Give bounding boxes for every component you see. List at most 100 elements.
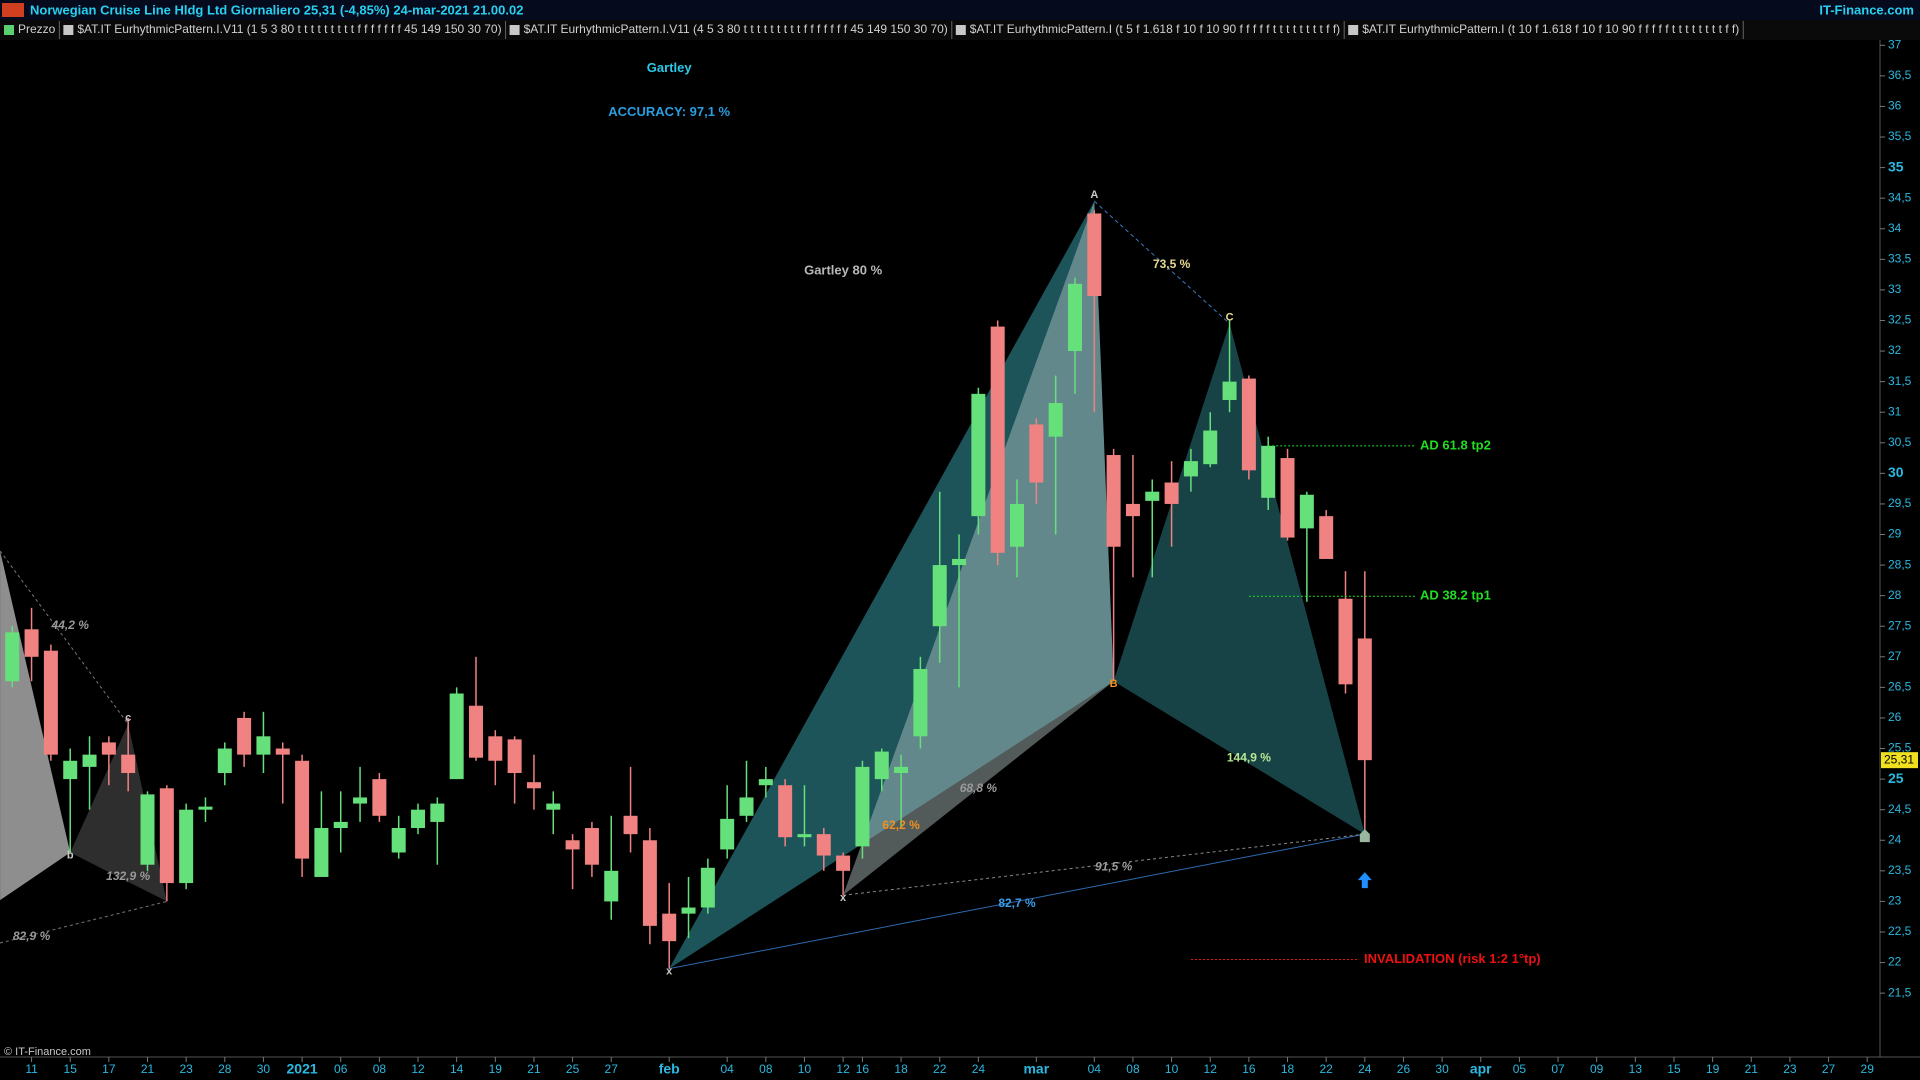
annotation: 68,8 % xyxy=(960,781,998,795)
candle-body xyxy=(604,870,619,902)
legend-item: $AT.IT EurhythmicPattern.I.V11 (1 5 3 80… xyxy=(77,22,501,36)
annotation: 73,5 % xyxy=(1153,257,1191,271)
candle-body xyxy=(584,828,599,865)
legend-item: $AT.IT EurhythmicPattern.I (t 5 f 1.618 … xyxy=(970,22,1340,36)
candle-body xyxy=(894,766,909,773)
candle-body xyxy=(217,748,232,773)
candle-body xyxy=(256,736,271,755)
y-tick-label: 33 xyxy=(1888,282,1902,296)
candle-body xyxy=(179,809,194,884)
annotation: Gartley xyxy=(647,60,693,75)
legend: Prezzo $AT.IT EurhythmicPattern.I.V11 (1 … xyxy=(4,21,1744,39)
candle-body xyxy=(198,806,213,810)
candle-body xyxy=(333,821,348,829)
candle-body xyxy=(507,739,522,773)
candle-body xyxy=(816,834,831,856)
annotation: 132,9 % xyxy=(106,869,150,883)
x-tick-label: 22 xyxy=(933,1062,947,1076)
level-label: AD 38.2 tp1 xyxy=(1420,588,1491,603)
x-tick-label: 04 xyxy=(720,1062,734,1076)
last-price-tag xyxy=(1881,752,1918,769)
candle-body xyxy=(700,867,715,908)
candle-body xyxy=(314,828,329,877)
candle-body xyxy=(1319,516,1334,559)
legend-swatch xyxy=(63,25,74,35)
y-tick-label: 31,5 xyxy=(1888,374,1912,388)
x-tick-label: 16 xyxy=(1242,1062,1256,1076)
candle-body xyxy=(971,393,986,517)
candle-body xyxy=(1357,638,1372,761)
y-tick-label: 26 xyxy=(1888,710,1902,724)
candle-body xyxy=(1067,283,1082,352)
x-tick-label: 21 xyxy=(1745,1062,1759,1076)
candle-body xyxy=(681,907,696,914)
candle-body xyxy=(874,751,889,780)
x-tick-label: 24 xyxy=(972,1062,986,1076)
pattern-line xyxy=(669,833,1365,970)
copyright: © IT-Finance.com xyxy=(4,1046,91,1058)
x-tick-label: 27 xyxy=(1822,1062,1836,1076)
annotation: 144,9 % xyxy=(1227,750,1271,764)
x-tick-label: 28 xyxy=(218,1062,232,1076)
last-price-label: 25,31 xyxy=(1884,752,1914,766)
pattern-label: B xyxy=(1110,678,1118,690)
legend-swatch xyxy=(955,25,966,35)
annotation: 82,9 % xyxy=(13,929,51,943)
x-tick-label: 25 xyxy=(566,1062,580,1076)
x-tick-label: 09 xyxy=(1590,1062,1604,1076)
annotation: 44,2 % xyxy=(51,618,90,632)
legend-swatch xyxy=(509,25,520,35)
x-tick-label: 16 xyxy=(856,1062,870,1076)
candle-body xyxy=(913,669,928,737)
candle-body xyxy=(1280,458,1295,538)
candle-body xyxy=(855,766,870,847)
logo xyxy=(2,3,24,17)
annotation: Gartley 80 % xyxy=(804,262,882,277)
legend-item: Prezzo xyxy=(18,22,56,36)
x-tick-label: apr xyxy=(1470,1061,1492,1077)
annotation: ACCURACY: 97,1 % xyxy=(608,104,730,119)
candle-body xyxy=(836,855,851,871)
candle-body xyxy=(1299,494,1314,529)
candle-body xyxy=(391,828,406,853)
x-tick-label: 30 xyxy=(1435,1062,1449,1076)
candle-body xyxy=(952,558,967,566)
y-tick-label: 34 xyxy=(1888,221,1902,235)
level-label: INVALIDATION (risk 1:2 1°tp) xyxy=(1364,951,1541,966)
y-tick-label: 28 xyxy=(1888,588,1902,602)
candle-body xyxy=(990,326,1005,553)
y-tick-label: 27 xyxy=(1888,649,1902,663)
y-tick-label: 30,5 xyxy=(1888,435,1912,449)
candle-body xyxy=(101,742,116,755)
candle-body xyxy=(1106,455,1121,547)
y-tick-label: 28,5 xyxy=(1888,557,1912,571)
y-tick-label: 29 xyxy=(1888,527,1902,541)
level-label: AD 61.8 tp2 xyxy=(1420,437,1491,452)
x-tick-label: 10 xyxy=(1165,1062,1179,1076)
y-tick-label: 36,5 xyxy=(1888,68,1912,82)
y-tick-label: 23,5 xyxy=(1888,863,1912,877)
x-tick-label: 11 xyxy=(25,1062,38,1076)
candle-body xyxy=(353,797,368,804)
pattern-label: A xyxy=(1090,189,1098,201)
candle-body xyxy=(82,754,97,767)
y-tick-label: 32 xyxy=(1888,343,1902,357)
x-tick-label: 22 xyxy=(1319,1062,1333,1076)
x-tick-label: 12 xyxy=(836,1062,850,1076)
buy-arrow xyxy=(1357,872,1372,889)
y-tick-label: 32,5 xyxy=(1888,313,1912,327)
x-tick-label: mar xyxy=(1023,1061,1049,1077)
pattern-d-marker xyxy=(1359,829,1370,843)
candle-body xyxy=(121,754,136,773)
candle-body xyxy=(565,840,580,850)
y-tick-label: 30 xyxy=(1888,464,1904,480)
candle-body xyxy=(140,794,155,865)
candle-body xyxy=(1203,430,1218,465)
candle-body xyxy=(1164,482,1179,504)
candle-body xyxy=(546,803,561,810)
candle-body xyxy=(275,748,290,755)
candle-body xyxy=(1145,491,1160,501)
candle-body xyxy=(43,650,58,755)
candle-body xyxy=(411,809,426,829)
x-tick-label: 15 xyxy=(64,1062,78,1076)
